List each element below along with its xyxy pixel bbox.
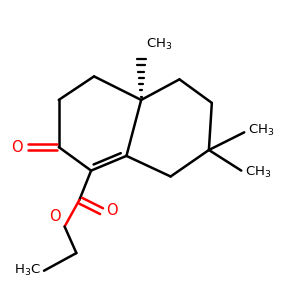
- Text: O: O: [50, 208, 61, 224]
- Text: CH$_3$: CH$_3$: [245, 164, 271, 180]
- Text: O: O: [11, 140, 23, 154]
- Text: CH$_3$: CH$_3$: [146, 37, 172, 52]
- Text: O: O: [106, 203, 118, 218]
- Text: H$_3$C: H$_3$C: [14, 263, 40, 278]
- Text: CH$_3$: CH$_3$: [248, 123, 274, 138]
